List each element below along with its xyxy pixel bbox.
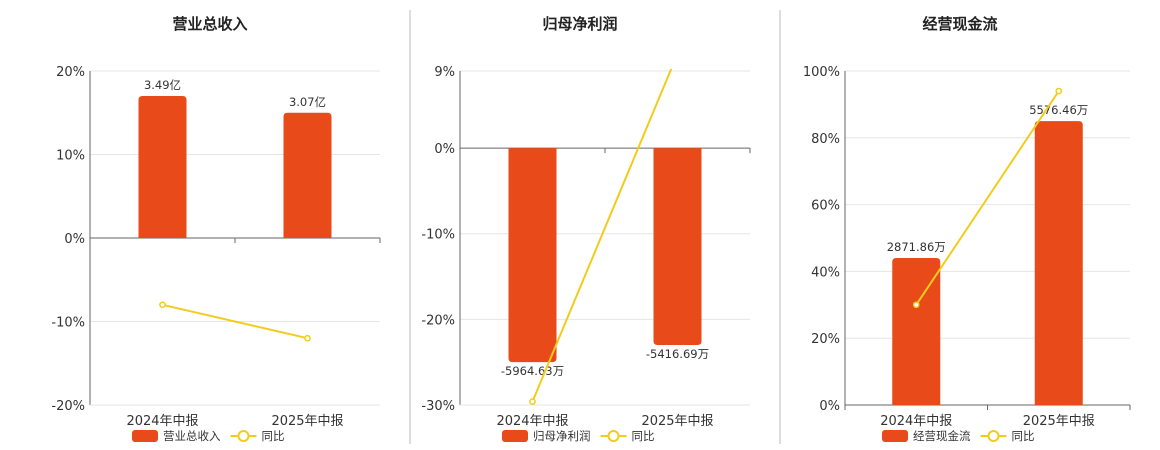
legend-line-marker — [237, 430, 250, 442]
legend-bar-label: 营业总收入 — [163, 429, 221, 443]
bar — [508, 148, 557, 363]
x-category-label: 2024年中报 — [496, 414, 568, 429]
y-tick-label: -20% — [51, 399, 85, 414]
legend-line-label: 同比 — [1012, 429, 1035, 443]
bar-data-label: -5416.69万 — [646, 347, 709, 361]
chart-title: 营业总收入 — [172, 15, 247, 33]
y-tick-label: -20% — [421, 313, 455, 328]
y-tick-label: 20% — [811, 332, 840, 347]
y-tick-label: 0% — [64, 232, 85, 247]
y-tick-label: -10% — [51, 316, 85, 331]
bar — [283, 112, 332, 238]
bar-data-label: 3.07亿 — [289, 95, 326, 109]
y-tick-label: 60% — [811, 199, 840, 214]
legend-line-marker — [607, 430, 620, 442]
y-tick-label: 10% — [56, 149, 85, 164]
yoy-line — [162, 303, 308, 340]
x-category-label: 2025年中报 — [271, 414, 343, 429]
yoy-line — [915, 90, 1060, 306]
x-category-label: 2025年中报 — [641, 414, 713, 429]
chart-title: 归母净利润 — [542, 15, 617, 33]
yoy-point — [912, 301, 920, 309]
legend-line-marker — [987, 430, 1000, 442]
legend-line-label: 同比 — [262, 429, 285, 443]
yoy-point — [304, 334, 311, 342]
legend-bar-label: 归母净利润 — [533, 429, 591, 443]
bar-data-label: 5576.46万 — [1029, 103, 1088, 117]
bar-data-label: -5964.63万 — [501, 364, 564, 378]
x-category-label: 2024年中报 — [880, 414, 952, 429]
y-tick-label: 0% — [434, 142, 455, 157]
yoy-point — [1055, 87, 1063, 95]
chart-title: 经营现金流 — [922, 15, 997, 33]
y-tick-label: 0% — [819, 399, 840, 414]
y-tick-label: 20% — [56, 65, 85, 80]
legend-bar-swatch — [882, 430, 908, 442]
y-tick-label: 100% — [803, 65, 840, 80]
x-category-label: 2024年中报 — [126, 414, 198, 429]
bar — [138, 96, 187, 238]
y-tick-label: 40% — [811, 265, 840, 280]
y-tick-label: 9% — [434, 65, 455, 80]
bar — [653, 148, 702, 346]
legend-line-label: 同比 — [632, 429, 655, 443]
legend-bar-swatch — [132, 430, 158, 442]
yoy-point — [159, 301, 166, 309]
legend-bar-swatch — [502, 430, 528, 442]
y-tick-label: -30% — [421, 399, 455, 414]
y-tick-label: 80% — [811, 132, 840, 147]
bar-data-label: 3.49亿 — [144, 78, 181, 92]
yoy-point — [529, 398, 536, 405]
yoy-line — [531, 69, 673, 402]
y-tick-label: -10% — [421, 228, 455, 243]
bar-data-label: 2871.86万 — [887, 240, 946, 254]
bar — [1034, 121, 1083, 405]
bar — [892, 258, 941, 405]
legend-bar-label: 经营现金流 — [913, 429, 971, 443]
x-category-label: 2025年中报 — [1023, 414, 1095, 429]
